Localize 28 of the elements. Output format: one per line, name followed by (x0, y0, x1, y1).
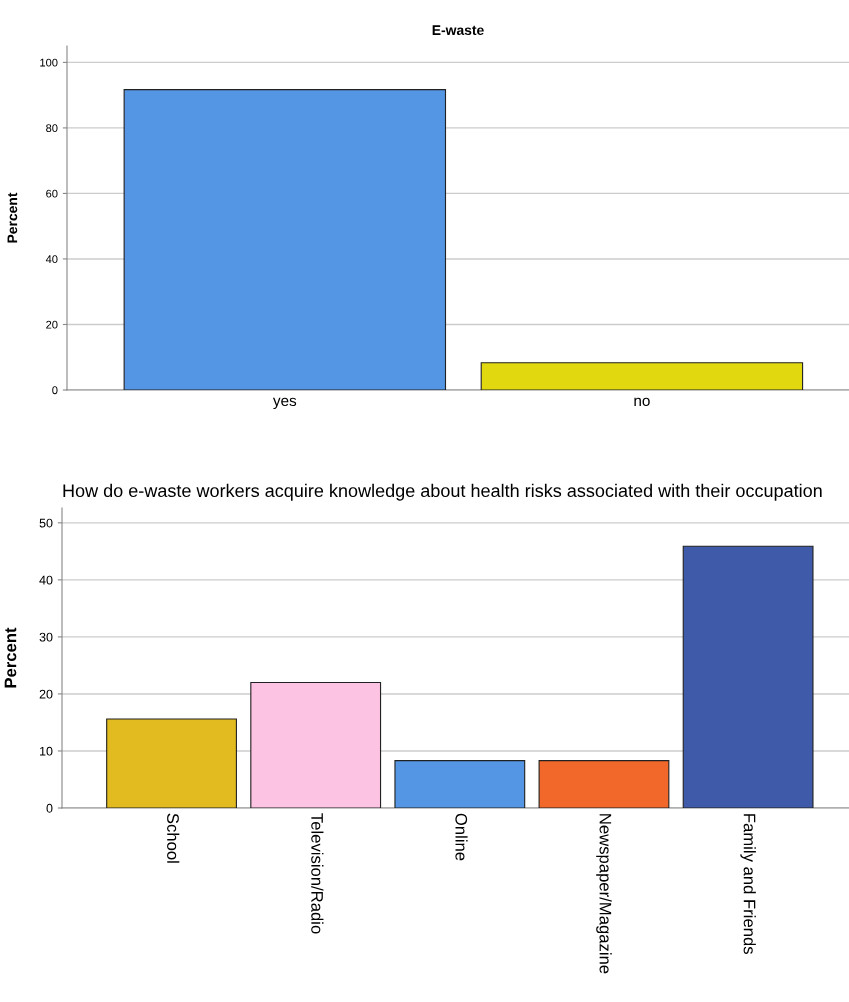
x-tick-label: Newspaper/Magazine (596, 814, 612, 974)
y-tick-label: 20 (46, 320, 58, 329)
y-axis-title: Percent (4, 627, 17, 688)
y-tick-label: 10 (40, 746, 53, 756)
bar (682, 545, 814, 808)
y-tick-label: 40 (39, 575, 53, 585)
x-tick-label: Family and Friends (740, 814, 756, 954)
y-axis-title: Percent (7, 192, 18, 243)
y-tick-label: 100 (40, 58, 58, 67)
chart-title: E-waste (432, 25, 484, 36)
x-tick-label: School (167, 813, 180, 863)
y-tick-label: 60 (46, 189, 58, 198)
x-tick-label: no (634, 397, 650, 407)
bar (106, 718, 237, 808)
bar (538, 760, 670, 808)
y-tick-label: 50 (39, 518, 53, 528)
x-tick-label: Television/Radio (311, 813, 324, 934)
chart-title: How do e-waste workers acquire knowledge about health risks associated with their occupation (63, 483, 822, 501)
y-tick-label: 0 (52, 386, 58, 395)
y-tick-label: 30 (39, 632, 53, 642)
y-tick-label: 40 (45, 255, 58, 264)
bar (250, 681, 382, 808)
y-tick-label: 20 (39, 689, 53, 699)
x-tick-label: yes (272, 397, 297, 410)
y-tick-label: 80 (46, 124, 58, 133)
y-tick-label: 0 (46, 803, 53, 813)
bar (394, 760, 526, 808)
x-tick-label: Online (455, 813, 468, 861)
